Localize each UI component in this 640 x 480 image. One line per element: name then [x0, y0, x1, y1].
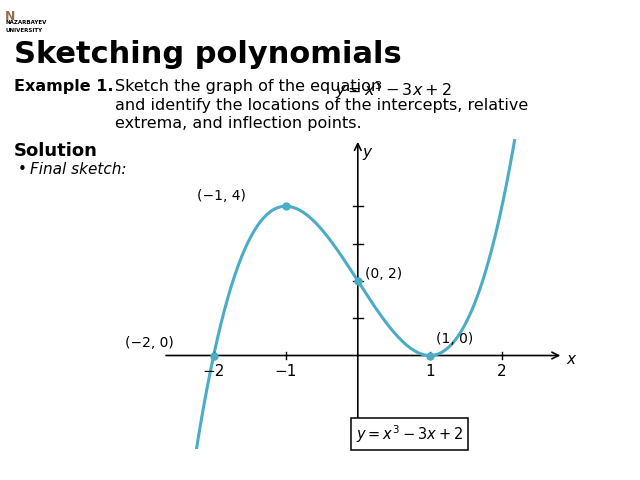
FancyBboxPatch shape [1, 1, 60, 34]
Text: 2: 2 [497, 364, 507, 379]
Text: −2: −2 [202, 364, 225, 379]
Text: x: x [566, 352, 575, 368]
Text: −1: −1 [275, 364, 297, 379]
Text: $y = x^3 - 3x + 2$: $y = x^3 - 3x + 2$ [356, 423, 463, 445]
Text: Solution: Solution [14, 142, 98, 160]
Text: Sketching polynomials: Sketching polynomials [14, 40, 402, 69]
Text: Final sketch:: Final sketch: [30, 162, 127, 177]
Text: (−2, 0): (−2, 0) [125, 336, 174, 350]
Text: N: N [5, 10, 15, 23]
Text: and identify the locations of the intercepts, relative: and identify the locations of the interc… [115, 98, 528, 113]
Text: extrema, and inflection points.: extrema, and inflection points. [115, 116, 362, 131]
Text: Example 1.: Example 1. [14, 79, 113, 94]
Text: (1, 0): (1, 0) [436, 332, 473, 346]
Text: 1: 1 [425, 364, 435, 379]
Text: (0, 2): (0, 2) [365, 267, 402, 281]
Text: $y = x^3 - 3x + 2$: $y = x^3 - 3x + 2$ [335, 79, 452, 101]
Text: •: • [18, 162, 27, 177]
Text: (−1, 4): (−1, 4) [197, 189, 246, 203]
Text: 2019-2020: 2019-2020 [547, 460, 630, 474]
Text: UNIVERSITY: UNIVERSITY [5, 28, 42, 33]
Text: NAZARBAYEV: NAZARBAYEV [5, 20, 47, 24]
Text: Foundation Year Program: Foundation Year Program [442, 11, 634, 24]
Text: Sketch the graph of the equation: Sketch the graph of the equation [115, 79, 381, 94]
Text: y: y [363, 144, 372, 160]
